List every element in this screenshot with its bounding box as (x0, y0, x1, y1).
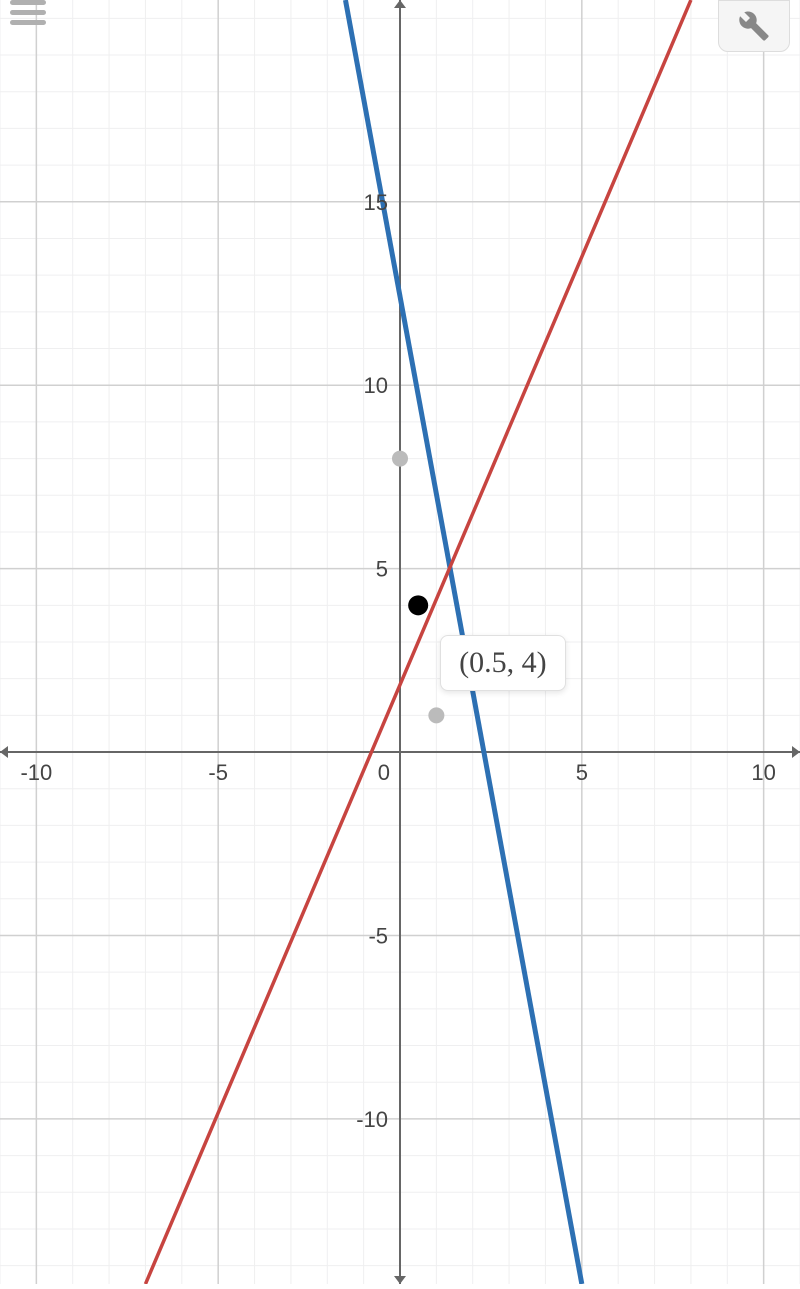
intersection-point (408, 595, 428, 615)
svg-text:-10: -10 (356, 1107, 388, 1132)
svg-text:10: 10 (751, 760, 775, 785)
svg-text:-10: -10 (20, 760, 52, 785)
svg-text:0: 0 (378, 760, 390, 785)
gray-point-1 (392, 451, 408, 467)
coordinate-tooltip: (0.5, 4) (440, 635, 565, 691)
svg-text:15: 15 (364, 190, 388, 215)
settings-button[interactable] (718, 0, 790, 52)
svg-text:-5: -5 (208, 760, 228, 785)
svg-text:5: 5 (376, 557, 388, 582)
svg-text:5: 5 (576, 760, 588, 785)
svg-text:-5: -5 (368, 923, 388, 948)
svg-text:10: 10 (364, 373, 388, 398)
menu-icon[interactable] (10, 0, 46, 26)
graph-canvas[interactable]: 0 5 10 -10 -5 5 10 15 -10 -5 (0, 0, 800, 1284)
tooltip-text: (0.5, 4) (459, 646, 546, 679)
gray-point-2 (428, 707, 444, 723)
wrench-icon (738, 10, 770, 42)
